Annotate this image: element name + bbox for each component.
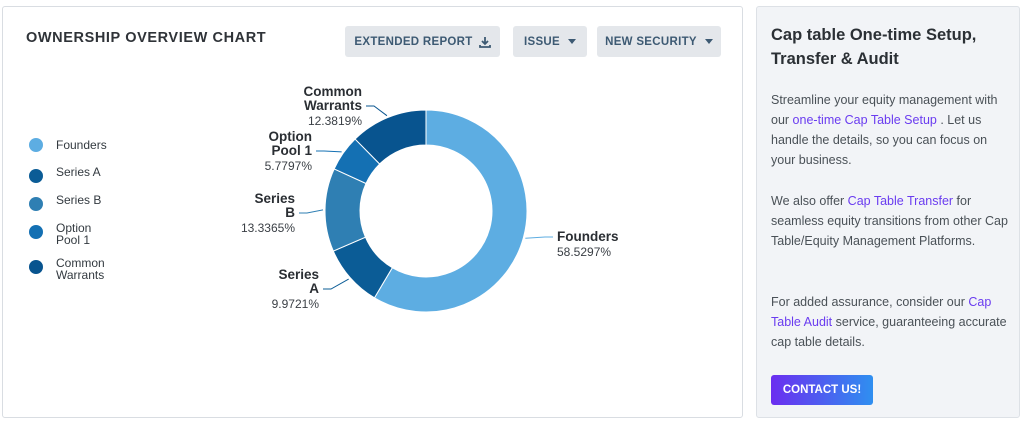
promo-text: . Let us handle the details, so you can … <box>771 113 988 167</box>
chevron-down-icon <box>568 39 576 44</box>
extended-report-button[interactable]: EXTENDED REPORT <box>345 26 500 57</box>
legend-item[interactable]: Series A <box>29 166 116 183</box>
legend-label: Option Pool 1 <box>56 221 92 247</box>
legend-item[interactable]: Founders <box>29 135 116 155</box>
slice-value-label: 5.7797% <box>265 159 313 173</box>
legend-item[interactable]: Option Pool 1 <box>29 222 116 246</box>
cap-table-setup-link[interactable]: one-time Cap Table Setup <box>792 113 937 127</box>
legend-label: Series A <box>56 165 101 179</box>
slice-leader-line <box>323 278 349 290</box>
donut-slice[interactable] <box>373 109 528 313</box>
promo-text: For added assurance, consider our <box>771 295 969 309</box>
promo-text: We also offer <box>771 194 848 208</box>
issue-dropdown-button[interactable]: ISSUE <box>513 26 587 57</box>
download-icon <box>478 36 491 48</box>
chart-legend: Founders Series A Series B Option Pool 1… <box>29 135 116 292</box>
legend-label: Series B <box>56 193 102 207</box>
promo-text: Streamline your equity management with o… <box>771 93 998 127</box>
donut-slice[interactable] <box>324 168 367 252</box>
promo-text: service, guaranteeing accurate cap table… <box>771 315 1007 349</box>
promo-paragraph-audit: For added assurance, consider our Cap Ta… <box>771 292 1011 352</box>
cap-table-promo-card: Cap table One-time Setup, Transfer & Aud… <box>756 6 1020 418</box>
legend-swatch <box>29 169 43 183</box>
legend-swatch <box>29 225 43 239</box>
slice-category-label: A <box>309 281 319 296</box>
slice-category-label: Series <box>254 191 295 206</box>
chart-card-title: OWNERSHIP OVERVIEW CHART <box>26 30 267 46</box>
slice-leader-line <box>525 236 553 239</box>
slice-leader-line <box>299 209 324 214</box>
new-security-label: NEW SECURITY <box>605 35 697 48</box>
chevron-down-icon <box>704 39 713 44</box>
extended-report-label: EXTENDED REPORT <box>354 35 473 48</box>
legend-item[interactable]: Common Warrants <box>29 257 116 281</box>
legend-label: Founders <box>56 138 107 152</box>
legend-swatch <box>29 197 43 211</box>
contact-us-button[interactable]: CONTACT US! <box>771 375 873 405</box>
cap-table-transfer-link[interactable]: Cap Table Transfer <box>847 194 954 208</box>
donut-slice[interactable] <box>354 109 427 165</box>
promo-paragraph-transfer: We also offer Cap Table Transfer for sea… <box>771 191 1011 251</box>
new-security-dropdown-button[interactable]: NEW SECURITY <box>597 26 721 57</box>
slice-value-label: 9.9721% <box>272 297 320 311</box>
promo-paragraph-setup: Streamline your equity management with o… <box>771 90 1011 170</box>
ownership-donut-chart: Founders58.5297%SeriesA9.9721%SeriesB13.… <box>241 84 619 313</box>
legend-swatch <box>29 260 43 274</box>
slice-category-label: Founders <box>557 229 619 244</box>
slice-category-label: Option <box>269 129 313 144</box>
legend-item[interactable]: Series B <box>29 194 116 211</box>
slice-leader-line <box>366 105 388 117</box>
slice-category-label: Series <box>278 267 319 282</box>
legend-label: Common Warrants <box>56 256 105 282</box>
promo-text: for seamless equity transitions from oth… <box>771 194 1008 248</box>
slice-value-label: 12.3819% <box>308 114 362 128</box>
slice-value-label: 58.5297% <box>557 245 611 259</box>
issue-label: ISSUE <box>523 35 560 48</box>
slice-value-label: 13.3365% <box>241 221 295 235</box>
legend-swatch <box>29 138 43 152</box>
slice-leader-line <box>316 150 342 153</box>
ownership-chart-card: OWNERSHIP OVERVIEW CHART EXTENDED REPORT… <box>2 6 743 418</box>
promo-title: Cap table One-time Setup, Transfer & Aud… <box>771 26 977 68</box>
cap-table-audit-link[interactable]: Cap Table Audit <box>771 295 992 329</box>
slice-category-label: Common <box>304 84 363 99</box>
slice-category-label: Pool 1 <box>271 143 312 158</box>
slice-category-label: B <box>285 205 295 220</box>
slice-category-label: Warrants <box>304 98 362 113</box>
